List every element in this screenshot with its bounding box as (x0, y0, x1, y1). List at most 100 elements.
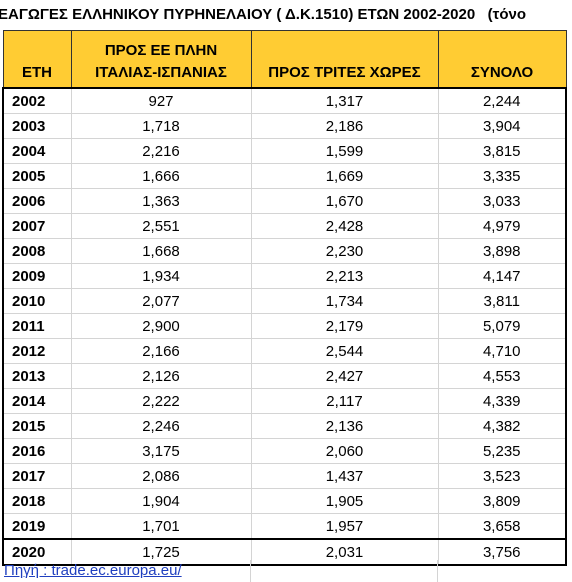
table-row: 2003 1,718 2,186 3,904 (2, 113, 567, 139)
value-cell: 1,725 (70, 538, 252, 566)
value-cell: 1,669 (250, 163, 439, 189)
table-row: 2014 2,222 2,117 4,339 (2, 388, 567, 414)
header-row: ΕΤΗ ΠΡΟΣ ΕΕ ΠΛΗΝ ΙΤΑΛΙΑΣ-ΙΣΠΑΝΙΑΣ ΠΡΟΣ ΤΡΙ… (2, 30, 567, 89)
value-cell: 3,809 (437, 488, 567, 514)
table: ΕΤΗ ΠΡΟΣ ΕΕ ΠΛΗΝ ΙΤΑΛΙΑΣ-ΙΣΠΑΝΙΑΣ ΠΡΟΣ ΤΡΙ… (2, 30, 567, 566)
table-row: 2017 2,086 1,437 3,523 (2, 463, 567, 489)
year-cell: 2002 (2, 87, 72, 114)
value-cell: 3,815 (437, 138, 567, 164)
year-cell: 2007 (2, 213, 72, 239)
table-body: 2002 927 1,317 2,244 2003 1,718 2,186 3,904 2004… (2, 87, 567, 566)
value-cell: 1,666 (70, 163, 252, 189)
table-row: 2016 3,175 2,060 5,235 (2, 438, 567, 464)
table-row: 2006 1,363 1,670 3,033 (2, 188, 567, 214)
value-cell: 1,718 (70, 113, 252, 139)
value-cell: 1,934 (70, 263, 252, 289)
value-cell: 1,734 (250, 288, 439, 314)
year-cell: 2018 (2, 488, 72, 514)
table-row: 2004 2,216 1,599 3,815 (2, 138, 567, 164)
year-cell: 2006 (2, 188, 72, 214)
year-cell: 2013 (2, 363, 72, 389)
table-row: 2019 1,701 1,957 3,658 (2, 513, 567, 540)
value-cell: 2,060 (250, 438, 439, 464)
year-cell: 2003 (2, 113, 72, 139)
value-cell: 2,086 (70, 463, 252, 489)
value-cell: 2,077 (70, 288, 252, 314)
year-cell: 2017 (2, 463, 72, 489)
value-cell: 1,363 (70, 188, 252, 214)
value-cell: 3,811 (437, 288, 567, 314)
value-cell: 1,701 (70, 513, 252, 540)
value-cell: 2,428 (250, 213, 439, 239)
year-cell: 2008 (2, 238, 72, 264)
year-cell: 2019 (2, 513, 72, 540)
value-cell: 3,335 (437, 163, 567, 189)
table-row: 2013 2,126 2,427 4,553 (2, 363, 567, 389)
header-cell: ΣΥΝΟΛΟ (437, 30, 567, 89)
value-cell: 2,222 (70, 388, 252, 414)
value-cell: 3,175 (70, 438, 252, 464)
value-cell: 927 (70, 87, 252, 114)
value-cell: 3,756 (437, 538, 567, 566)
value-cell: 2,900 (70, 313, 252, 339)
header-cell: ΠΡΟΣ ΕΕ ΠΛΗΝ ΙΤΑΛΙΑΣ-ΙΣΠΑΝΙΑΣ (70, 30, 252, 89)
table-row: 2011 2,900 2,179 5,079 (2, 313, 567, 339)
header-cell: ΕΤΗ (2, 30, 72, 89)
table-row: 2012 2,166 2,544 4,710 (2, 338, 567, 364)
title: ΕΑΓΩΓΕΣ ΕΛΛΗΝΙΚΟΥ ΠΥΡΗΝΕΛΑΙΟΥ ( Δ.Κ.1510… (0, 6, 527, 23)
value-cell: 2,186 (250, 113, 439, 139)
value-cell: 2,136 (250, 413, 439, 439)
source-link[interactable]: Πηγή : trade.ec.europa.eu/ (4, 562, 182, 579)
table-row: 2015 2,246 2,136 4,382 (2, 413, 567, 439)
year-cell: 2005 (2, 163, 72, 189)
year-cell: 2020 (2, 538, 72, 566)
value-cell: 3,033 (437, 188, 567, 214)
value-cell: 5,235 (437, 438, 567, 464)
value-cell: 2,117 (250, 388, 439, 414)
year-cell: 2014 (2, 388, 72, 414)
value-cell: 1,670 (250, 188, 439, 214)
value-cell: 2,166 (70, 338, 252, 364)
table-row: 2005 1,666 1,669 3,335 (2, 163, 567, 189)
year-cell: 2004 (2, 138, 72, 164)
value-cell: 2,230 (250, 238, 439, 264)
value-cell: 2,244 (437, 87, 567, 114)
table-row: 2002 927 1,317 2,244 (2, 87, 567, 114)
value-cell: 1,905 (250, 488, 439, 514)
value-cell: 1,317 (250, 87, 439, 114)
value-cell: 1,437 (250, 463, 439, 489)
year-cell: 2011 (2, 313, 72, 339)
value-cell: 5,079 (437, 313, 567, 339)
value-cell: 2,551 (70, 213, 252, 239)
cell-border (437, 560, 438, 582)
value-cell: 4,553 (437, 363, 567, 389)
year-cell: 2012 (2, 338, 72, 364)
value-cell: 2,427 (250, 363, 439, 389)
value-cell: 2,216 (70, 138, 252, 164)
value-cell: 3,898 (437, 238, 567, 264)
year-cell: 2010 (2, 288, 72, 314)
value-cell: 2,213 (250, 263, 439, 289)
value-cell: 2,179 (250, 313, 439, 339)
table-row: 2009 1,934 2,213 4,147 (2, 263, 567, 289)
value-cell: 4,147 (437, 263, 567, 289)
value-cell: 3,904 (437, 113, 567, 139)
year-cell: 2015 (2, 413, 72, 439)
table-row: 2018 1,904 1,905 3,809 (2, 488, 567, 514)
value-cell: 1,904 (70, 488, 252, 514)
value-cell: 3,523 (437, 463, 567, 489)
value-cell: 2,031 (250, 538, 439, 566)
table-row: 2007 2,551 2,428 4,979 (2, 213, 567, 239)
year-cell: 2016 (2, 438, 72, 464)
value-cell: 4,382 (437, 413, 567, 439)
value-cell: 1,668 (70, 238, 252, 264)
table-row: 2010 2,077 1,734 3,811 (2, 288, 567, 314)
value-cell: 2,126 (70, 363, 252, 389)
value-cell: 2,544 (250, 338, 439, 364)
value-cell: 4,710 (437, 338, 567, 364)
value-cell: 1,957 (250, 513, 439, 540)
header-cell: ΠΡΟΣ ΤΡΙΤΕΣ ΧΩΡΕΣ (250, 30, 439, 89)
value-cell: 1,599 (250, 138, 439, 164)
table-row: 2020 1,725 2,031 3,756 (2, 538, 567, 566)
